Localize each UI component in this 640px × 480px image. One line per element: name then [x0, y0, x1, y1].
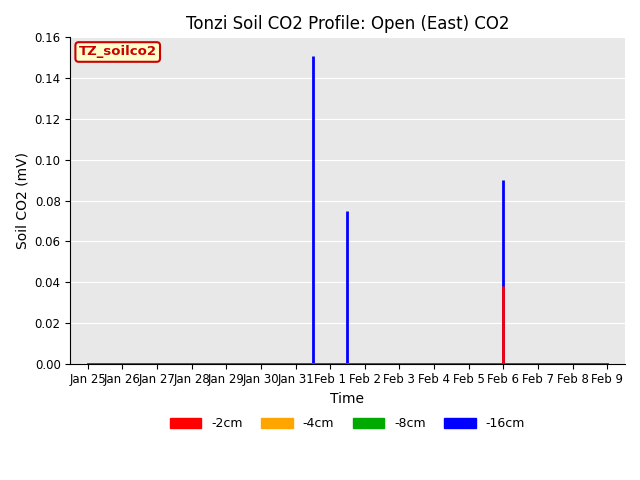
Text: TZ_soilco2: TZ_soilco2	[79, 46, 157, 59]
X-axis label: Time: Time	[330, 392, 364, 406]
Title: Tonzi Soil CO2 Profile: Open (East) CO2: Tonzi Soil CO2 Profile: Open (East) CO2	[186, 15, 509, 33]
Legend: -2cm, -4cm, -8cm, -16cm: -2cm, -4cm, -8cm, -16cm	[165, 412, 530, 435]
Y-axis label: Soil CO2 (mV): Soil CO2 (mV)	[15, 152, 29, 249]
